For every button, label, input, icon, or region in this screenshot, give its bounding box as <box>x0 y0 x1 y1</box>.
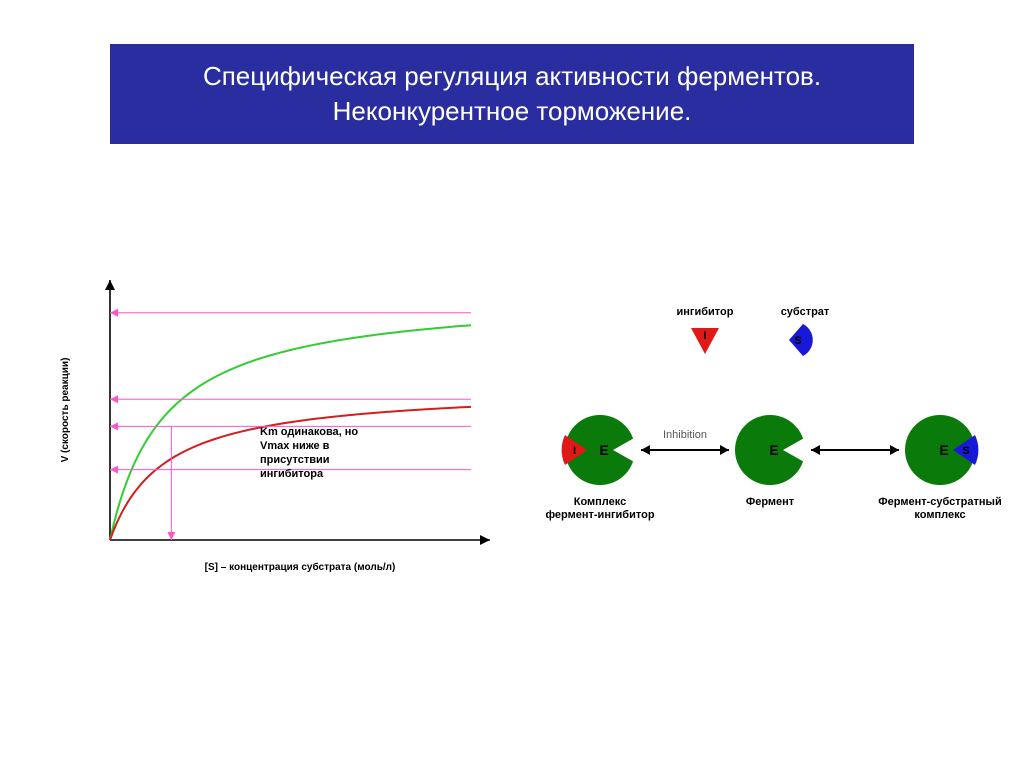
svg-text:E: E <box>939 442 948 458</box>
svg-text:S: S <box>794 335 801 347</box>
kinetics-chart: V (скорость реакции) [S] – концентрация с… <box>50 260 500 600</box>
title-line-2: Неконкурентное торможение. <box>333 94 692 129</box>
svg-text:S: S <box>962 445 969 457</box>
chart-ylabel: V (скорость реакции) <box>60 358 71 463</box>
chart-annotation-line: Km одинакова, но <box>260 426 358 438</box>
diagram-svg: E I E E S Inhibition I Sингибитор субстрат Компле… <box>530 280 1010 580</box>
label-complex-es: комплекс <box>914 509 965 521</box>
chart-annotation-line: ингибитора <box>260 468 324 480</box>
label-complex-ei: фермент-ингибитор <box>545 509 654 521</box>
inhibition-diagram: E I E E S Inhibition I Sингибитор субстрат Компле… <box>530 280 1010 580</box>
inhibition-word: Inhibition <box>663 429 707 441</box>
svg-text:I: I <box>573 445 576 457</box>
chart-annotation-line: присутствии <box>260 454 330 466</box>
chart-svg: V (скорость реакции) [S] – концентрация с… <box>50 260 500 600</box>
svg-text:E: E <box>599 442 608 458</box>
chart-annotation-line: Vmax ниже в <box>260 440 330 452</box>
label-inhibitor-top: ингибитор <box>677 306 734 318</box>
label-complex-es: Фермент-субстратный <box>878 496 1001 508</box>
title-line-1: Специфическая регуляция активности ферме… <box>203 59 821 94</box>
chart-xlabel: [S] – концентрация субстрата (моль/л) <box>205 561 396 573</box>
title-bar: Специфическая регуляция активности ферме… <box>110 44 914 144</box>
label-substrate-top: субстрат <box>781 306 830 318</box>
label-complex-ei: Комплекс <box>574 496 627 508</box>
svg-text:E: E <box>769 442 778 458</box>
svg-text:I: I <box>703 330 706 342</box>
label-enzyme: Фермент <box>746 496 795 508</box>
